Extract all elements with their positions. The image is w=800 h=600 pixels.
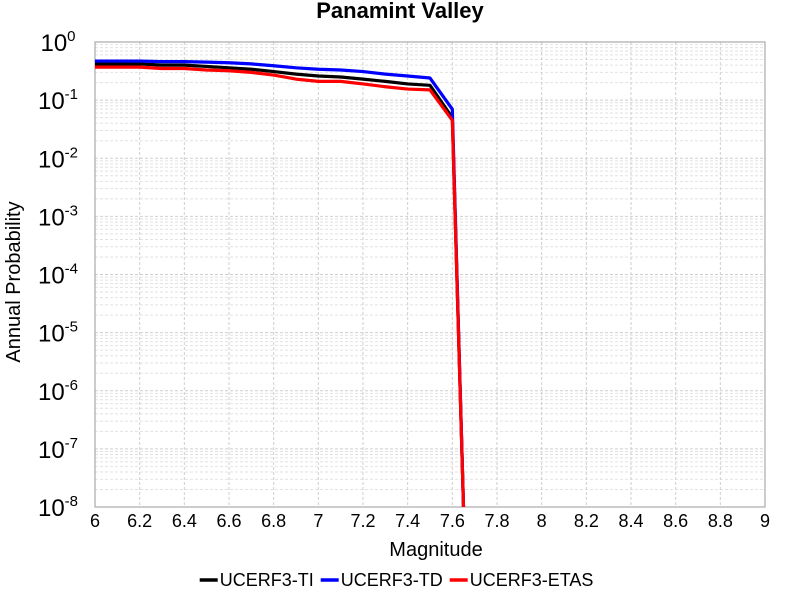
x-tick-label: 7.6 xyxy=(440,511,465,531)
x-axis-ticks: 6 6.2 6.4 6.6 6.8 7 7.2 7.4 7.6 7.8 8 8.2 8.4 8.6 8.8 9 xyxy=(90,511,770,531)
legend-label: UCERF3-TD xyxy=(341,570,443,590)
series-line-ucerf3-ti xyxy=(95,62,466,508)
y-tick-label: 10-2 xyxy=(38,144,78,173)
x-tick-label: 7 xyxy=(313,511,323,531)
legend-item: UCERF3-TI xyxy=(199,570,314,590)
x-tick-label: 7.4 xyxy=(395,511,420,531)
x-tick-label: 6.2 xyxy=(127,511,152,531)
x-tick-label: 9 xyxy=(760,511,770,531)
y-tick-label: 10-7 xyxy=(38,435,78,464)
y-axis-ticks: 100 10-1 10-2 10-3 10-4 10-5 10-6 10-7 10-8 xyxy=(38,28,78,522)
x-tick-label: 8.8 xyxy=(708,511,733,531)
x-tick-label: 8.4 xyxy=(618,511,643,531)
y-tick-label: 10-6 xyxy=(38,377,78,406)
x-tick-label: 7.8 xyxy=(484,511,509,531)
x-tick-label: 6.4 xyxy=(172,511,197,531)
x-tick-label: 6 xyxy=(90,511,100,531)
plot-frame xyxy=(94,41,766,508)
x-axis-label: Magnitude xyxy=(389,539,482,561)
x-tick-label: 7.2 xyxy=(350,511,375,531)
y-axis-label: Annual Probability xyxy=(3,201,25,362)
legend-label: UCERF3-TI xyxy=(220,570,314,590)
grid xyxy=(94,41,766,508)
x-tick-label: 6.6 xyxy=(216,511,241,531)
x-tick-label: 8.2 xyxy=(574,511,599,531)
x-tick-label: 6.8 xyxy=(261,511,286,531)
y-tick-label: 10-8 xyxy=(38,493,78,522)
series-line-ucerf3-td xyxy=(95,59,466,508)
x-tick-label: 8.6 xyxy=(663,511,688,531)
series-line-ucerf3-etas xyxy=(95,65,466,508)
chart-title: Panamint Valley xyxy=(316,0,484,23)
y-tick-label: 10-4 xyxy=(38,261,78,290)
x-tick-label: 8 xyxy=(537,511,547,531)
y-tick-label: 10-1 xyxy=(38,86,78,115)
series-layer xyxy=(95,59,466,508)
y-tick-label: 10-3 xyxy=(38,202,78,231)
legend: UCERF3-TI UCERF3-TD UCERF3-ETAS xyxy=(199,570,594,590)
legend-item: UCERF3-TD xyxy=(320,570,443,590)
legend-item: UCERF3-ETAS xyxy=(449,570,594,590)
legend-label: UCERF3-ETAS xyxy=(470,570,594,590)
y-tick-label: 100 xyxy=(40,28,75,57)
y-tick-label: 10-5 xyxy=(38,319,78,348)
